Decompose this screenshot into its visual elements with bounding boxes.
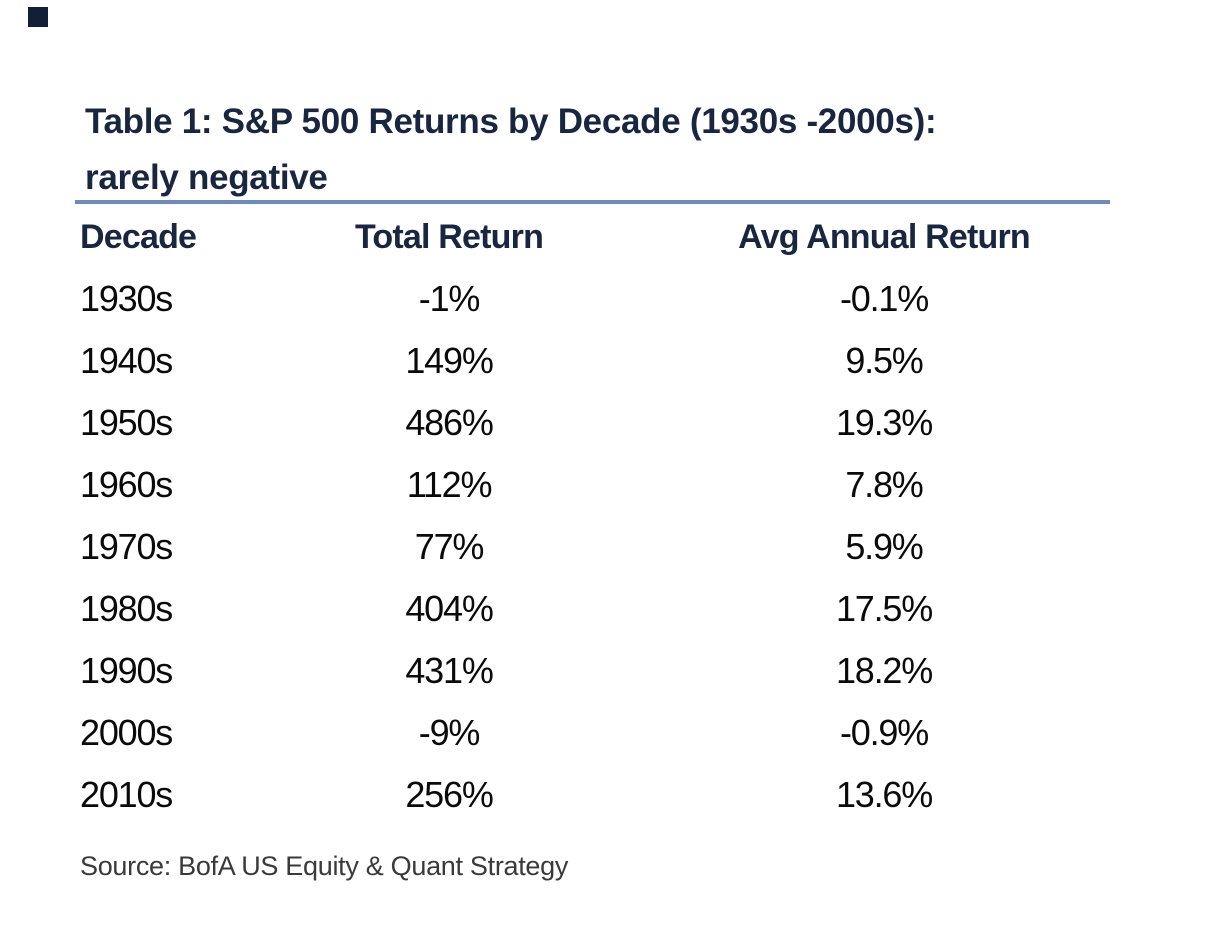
- table-cell: 19.3%: [835, 402, 933, 443]
- corner-marker: [28, 7, 48, 27]
- table-cell: 13.6%: [835, 774, 933, 815]
- table-row: 1940s 149% 9.5%: [75, 330, 1110, 392]
- returns-table: Decade Total Return Avg Annual Return 19…: [75, 206, 1110, 826]
- table-cell: 17.5%: [835, 588, 933, 629]
- title-line-2: rarely negative: [85, 158, 328, 197]
- table-cell: 1950s: [80, 402, 173, 443]
- table-cell: 1940s: [80, 340, 173, 381]
- table-row: 1930s -1% -0.1%: [75, 268, 1110, 330]
- title-underline-rule: [75, 200, 1110, 204]
- table-cell: 149%: [405, 340, 493, 381]
- table-cell: 18.2%: [835, 650, 933, 691]
- table-row: 1950s 486% 19.3%: [75, 392, 1110, 454]
- table-cell: 112%: [406, 464, 493, 505]
- table-cell: 2000s: [80, 712, 173, 753]
- table-header-row: Decade Total Return Avg Annual Return: [75, 206, 1110, 268]
- table-cell: 1930s: [80, 278, 173, 319]
- table-cell: 1970s: [80, 526, 173, 567]
- table-cell: 256%: [405, 774, 493, 815]
- table-row: 1980s 404% 17.5%: [75, 578, 1110, 640]
- table-cell: -0.9%: [839, 712, 929, 753]
- table-row: 1990s 431% 18.2%: [75, 640, 1110, 702]
- table-row: 2000s -9% -0.9%: [75, 702, 1110, 764]
- title-line-1: Table 1: S&P 500 Returns by Decade (1930…: [85, 102, 937, 141]
- table-cell: 2010s: [80, 774, 173, 815]
- table-row: 2010s 256% 13.6%: [75, 764, 1110, 826]
- table-cell: 486%: [405, 402, 493, 443]
- table-cell: -9%: [418, 712, 481, 753]
- table-cell: 5.9%: [845, 526, 923, 567]
- table-cell: -0.1%: [839, 278, 929, 319]
- table-title: Table 1: S&P 500 Returns by Decade (1930…: [85, 94, 937, 206]
- column-header-decade: Decade: [80, 217, 197, 256]
- table-cell: 404%: [405, 588, 493, 629]
- table-cell: 1960s: [80, 464, 173, 505]
- table-cell: 7.8%: [845, 464, 923, 505]
- table-cell: 1980s: [80, 588, 173, 629]
- table-row: 1970s 77% 5.9%: [75, 516, 1110, 578]
- table-cell: 431%: [405, 650, 493, 691]
- column-header-avg-annual-return: Avg Annual Return: [738, 217, 1031, 256]
- table-cell: 77%: [414, 526, 485, 567]
- table-cell: -1%: [418, 278, 481, 319]
- table-cell: 9.5%: [845, 340, 923, 381]
- column-header-total-return: Total Return: [354, 217, 544, 256]
- source-note: Source: BofA US Equity & Quant Strategy: [80, 851, 569, 881]
- table-body: 1930s -1% -0.1% 1940s 149% 9.5% 1950s 486% 19.3%…: [75, 268, 1110, 826]
- table-cell: 1990s: [80, 650, 173, 691]
- table-row: 1960s 112% 7.8%: [75, 454, 1110, 516]
